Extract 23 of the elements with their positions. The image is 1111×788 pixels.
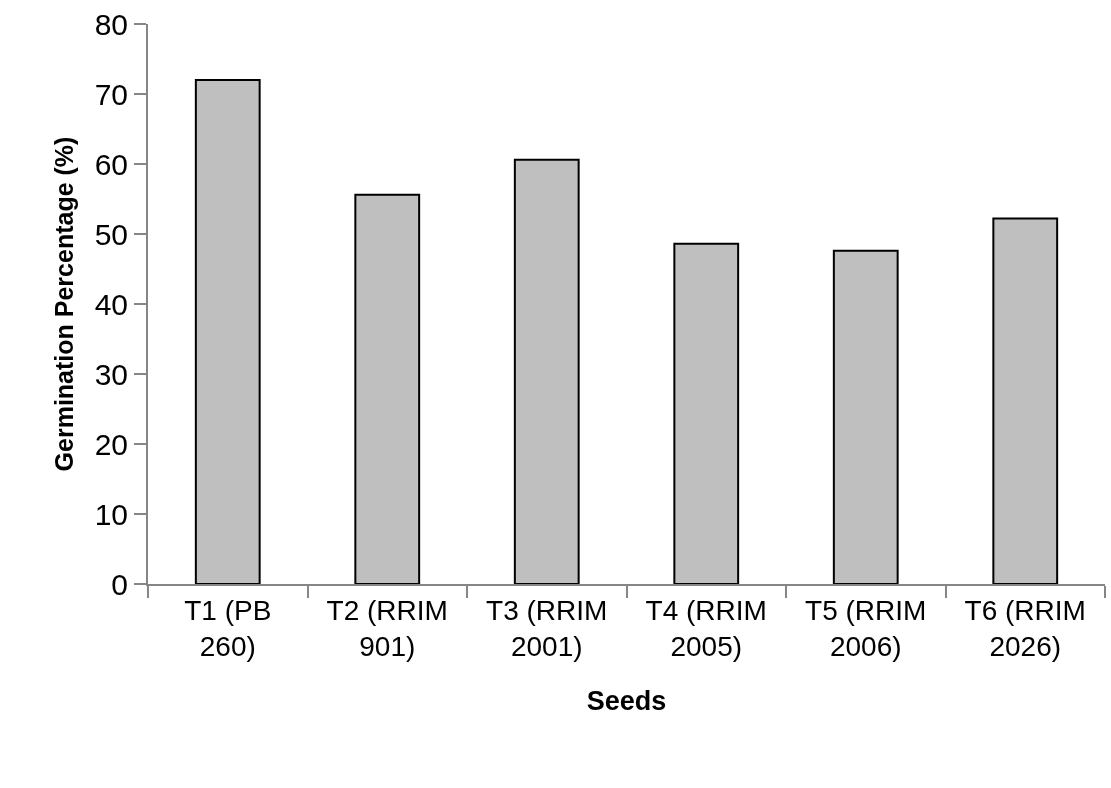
y-tick-label: 20 bbox=[94, 427, 128, 461]
bar bbox=[992, 217, 1059, 584]
bar bbox=[513, 158, 580, 584]
y-tick-label: 40 bbox=[94, 287, 128, 321]
y-tick-label: 70 bbox=[94, 77, 128, 111]
y-tick-label: 80 bbox=[94, 7, 128, 41]
x-axis-title: Seeds bbox=[586, 685, 667, 716]
x-tick-label: T5 (RRIM 2006) bbox=[805, 594, 927, 662]
x-tick-label: T2 (RRIM 901) bbox=[326, 594, 448, 662]
x-tick-label: T3 (RRIM 2001) bbox=[486, 594, 608, 662]
x-tick-label: T4 (RRIM 2005) bbox=[645, 594, 767, 662]
bar bbox=[194, 79, 261, 584]
bar bbox=[673, 242, 740, 584]
bar bbox=[354, 193, 421, 584]
y-tick-label: 0 bbox=[111, 567, 128, 601]
y-tick-label: 50 bbox=[94, 217, 128, 251]
y-tick-label: 30 bbox=[94, 357, 128, 391]
bar bbox=[832, 249, 899, 584]
x-tick-label: T6 (RRIM 2026) bbox=[964, 594, 1086, 662]
y-axis-title: Germination Percentage (%) bbox=[49, 136, 78, 472]
y-tick-label: 10 bbox=[94, 497, 128, 531]
y-tick-label: 60 bbox=[94, 147, 128, 181]
x-tick-label: T1 (PB 260) bbox=[184, 594, 272, 662]
